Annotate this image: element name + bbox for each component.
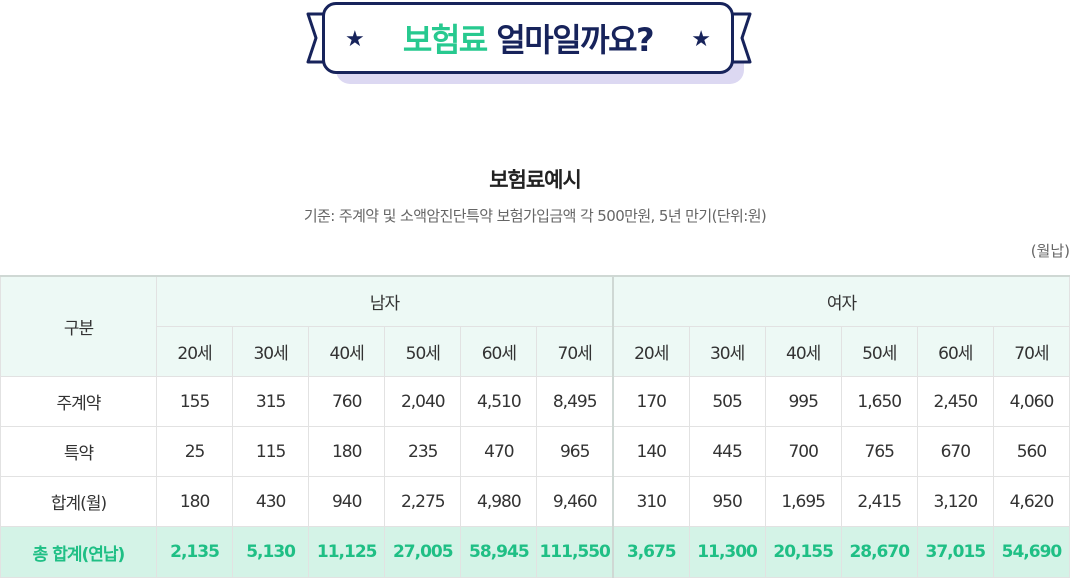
age-header: 60세	[460, 326, 538, 377]
table-cell: 180	[308, 426, 386, 477]
table-cell: 505	[688, 376, 766, 427]
table-cell: 430	[232, 476, 310, 527]
table-cell: 4,510	[460, 376, 538, 427]
age-header: 60세	[916, 326, 994, 377]
premium-table: 구분 남자 여자 20세 30세 40세 50세 60세 70세 20세 30세…	[0, 275, 1070, 578]
age-header: 20세	[155, 326, 234, 377]
table-cell: 1,650	[840, 376, 918, 427]
table-cell: 445	[688, 426, 766, 477]
table-cell: 940	[308, 476, 386, 527]
group-header-male: 남자	[155, 275, 614, 327]
table-cell: 1,695	[764, 476, 842, 527]
table-cell: 670	[916, 426, 994, 477]
table-cell: 25	[155, 426, 234, 477]
ribbon-right-icon	[730, 12, 752, 64]
age-header: 50세	[384, 326, 462, 377]
row-label: 특약	[0, 426, 157, 477]
table-header-row: 구분 남자 여자	[0, 275, 1070, 377]
age-header: 20세	[611, 326, 690, 377]
table-cell: 4,980	[460, 476, 538, 527]
table-cell: 115	[232, 426, 310, 477]
total-cell: 27,005	[384, 526, 462, 578]
table-cell: 4,060	[992, 376, 1070, 427]
row-label: 주계약	[0, 376, 157, 427]
table-row: 특약 25 115 180 235 470 965 140 445 700 76…	[0, 426, 1070, 477]
total-cell: 5,130	[232, 526, 310, 578]
total-cell: 20,155	[764, 526, 842, 578]
table-row: 합계(월) 180 430 940 2,275 4,980 9,460 310 …	[0, 476, 1070, 527]
table-cell: 310	[611, 476, 690, 527]
star-icon: ★	[345, 27, 365, 52]
table-cell: 235	[384, 426, 462, 477]
section-title: 보험료예시	[489, 168, 582, 192]
table-cell: 9,460	[536, 476, 614, 527]
table-cell: 765	[840, 426, 918, 477]
table-cell: 950	[688, 476, 766, 527]
table-cell: 760	[308, 376, 386, 427]
total-cell: 37,015	[916, 526, 994, 578]
total-cell: 28,670	[840, 526, 918, 578]
table-cell: 2,040	[384, 376, 462, 427]
table-cell: 170	[611, 376, 690, 427]
total-cell: 111,550	[536, 526, 614, 578]
total-cell: 11,300	[688, 526, 766, 578]
table-cell: 315	[232, 376, 310, 427]
table-cell: 180	[155, 476, 234, 527]
title-banner: ★ 보험료 얼마일까요? ★	[300, 0, 770, 92]
total-label: 총 합계(연납)	[0, 526, 157, 578]
age-header: 50세	[840, 326, 918, 377]
table-cell: 470	[460, 426, 538, 477]
table-cell: 2,415	[840, 476, 918, 527]
banner-title: 보험료 얼마일까요?	[402, 15, 655, 61]
total-cell: 58,945	[460, 526, 538, 578]
age-header: 40세	[308, 326, 386, 377]
row-label: 합계(월)	[0, 476, 157, 527]
table-age-row: 20세 30세 40세 50세 60세 70세 20세 30세 40세 50세 …	[1, 326, 1070, 377]
total-cell: 2,135	[155, 526, 234, 578]
section-subtitle: 기준: 주계약 및 소액암진단특약 보험가입금액 각 500만원, 5년 만기(…	[303, 207, 767, 225]
unit-label: (월납)	[1030, 242, 1070, 260]
table-cell: 4,620	[992, 476, 1070, 527]
table-cell: 995	[764, 376, 842, 427]
age-header: 30세	[232, 326, 310, 377]
total-cell: 54,690	[992, 526, 1070, 578]
table-cell: 560	[992, 426, 1070, 477]
table-cell: 3,120	[916, 476, 994, 527]
table-cell: 965	[536, 426, 614, 477]
table-cell: 155	[155, 376, 234, 427]
table-cell: 700	[764, 426, 842, 477]
banner-title-highlight: 보험료	[402, 21, 488, 59]
age-header: 70세	[536, 326, 614, 377]
total-cell: 3,675	[611, 526, 690, 578]
table-row: 주계약 155 315 760 2,040 4,510 8,495 170 50…	[0, 376, 1070, 427]
age-header: 40세	[764, 326, 842, 377]
banner-title-rest: 얼마일까요?	[486, 21, 654, 59]
total-row: 총 합계(연납) 2,135 5,130 11,125 27,005 58,94…	[0, 526, 1070, 578]
banner-box: ★ 보험료 얼마일까요? ★	[322, 2, 734, 74]
total-cell: 11,125	[308, 526, 386, 578]
age-header: 70세	[992, 326, 1070, 377]
age-header: 30세	[688, 326, 766, 377]
table-corner: 구분	[0, 275, 157, 377]
group-header-female: 여자	[611, 275, 1070, 327]
table-cell: 2,275	[384, 476, 462, 527]
table-cell: 140	[611, 426, 690, 477]
table-cell: 2,450	[916, 376, 994, 427]
table-cell: 8,495	[536, 376, 614, 427]
star-icon: ★	[691, 27, 711, 52]
